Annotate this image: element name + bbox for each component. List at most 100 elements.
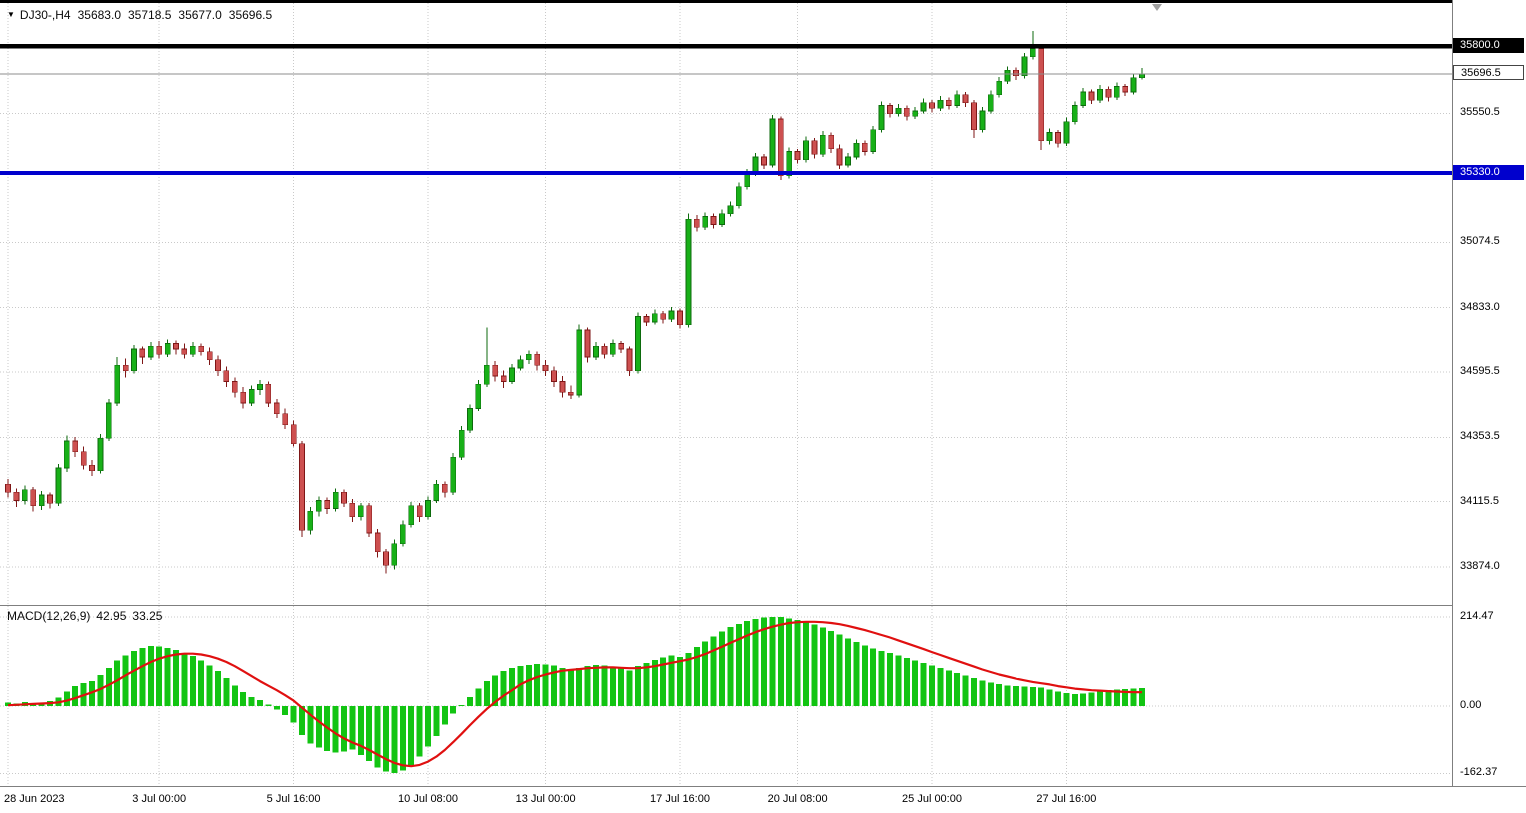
candle-body: [55, 467, 62, 504]
candle-body: [122, 364, 129, 371]
candle-body: [929, 102, 935, 109]
macd-histogram-bar: [920, 662, 927, 706]
price-level-label: 35330.0: [1453, 165, 1524, 181]
candle-body: [937, 99, 944, 109]
macd-histogram-bar: [1038, 687, 1045, 706]
macd-name: MACD(12,26,9): [7, 609, 91, 623]
macd-histogram-bar: [979, 680, 986, 706]
candle-body: [735, 186, 742, 206]
macd-histogram-bar: [945, 670, 952, 706]
candle-body: [181, 348, 188, 355]
candle-body: [47, 494, 53, 504]
candle-body: [979, 110, 986, 131]
candle-body: [265, 383, 272, 404]
macd-histogram-bar: [542, 664, 549, 706]
macd-histogram-bar: [231, 685, 238, 706]
candle-body: [315, 500, 322, 512]
candle-body: [105, 402, 112, 439]
candle-body: [786, 151, 793, 177]
candle-body: [618, 343, 625, 350]
macd-histogram-bar: [551, 665, 557, 706]
time-axis-tick: 13 Jul 00:00: [515, 793, 576, 805]
macd-histogram-bar: [584, 666, 591, 706]
candle-body: [861, 143, 868, 152]
macd-histogram-bar: [206, 665, 213, 706]
time-axis[interactable]: 28 Jun 2023 3 Jul 00:00 5 Jul 16:00 10 Jul …: [0, 786, 1526, 813]
price-level-label: 35800.0: [1453, 38, 1524, 53]
candle-body: [903, 107, 910, 117]
time-axis-tick: 5 Jul 16:00: [266, 793, 321, 805]
macd-histogram-bar: [794, 620, 801, 706]
candle-body: [719, 213, 725, 225]
macd-histogram-bar: [635, 666, 641, 706]
candle-body: [391, 543, 398, 566]
macd-histogram-bar: [307, 706, 314, 744]
candle-body: [1097, 88, 1103, 101]
macd-histogram-bar: [441, 706, 448, 725]
macd-histogram-bar: [63, 691, 70, 706]
candle-body: [357, 505, 364, 518]
candle-body: [677, 310, 683, 325]
panel-separator[interactable]: [0, 605, 1526, 606]
macd-histogram-bar: [693, 647, 700, 706]
macd-histogram-bar: [114, 660, 121, 706]
macd-histogram-bar: [1063, 693, 1070, 706]
macd-histogram-bar: [198, 660, 205, 706]
macd-histogram-bar: [727, 627, 734, 706]
candle-body: [450, 456, 457, 493]
macd-histogram-bar: [433, 706, 440, 736]
candle-body: [1130, 77, 1137, 93]
macd-histogram-bar: [744, 620, 751, 706]
macd-histogram-bar: [559, 667, 566, 706]
candle-body: [80, 451, 87, 466]
macd-histogram-bar: [315, 706, 322, 748]
macd-histogram-bar: [290, 706, 297, 723]
candle-body: [189, 345, 196, 355]
candle-body: [131, 348, 137, 371]
macd-histogram-bar: [803, 622, 809, 706]
candle-body: [425, 500, 431, 518]
macd-histogram-bar: [517, 666, 524, 706]
ohlc-toggle-icon[interactable]: ▼: [7, 10, 15, 19]
macd-histogram-bar: [609, 666, 616, 706]
candle-body: [13, 491, 20, 501]
candle-body: [962, 94, 969, 104]
macd-histogram-bar: [181, 652, 188, 706]
candle-body: [467, 408, 473, 431]
candle-body: [1080, 91, 1087, 106]
price-axis[interactable]: 35550.5 35074.5 34833.0 34595.5 34353.5 34115…: [1452, 0, 1526, 786]
time-axis-tick: 25 Jul 00:00: [902, 793, 962, 805]
macd-indicator-label: MACD(12,26,9) 42.95 33.25: [7, 609, 168, 623]
candle-body: [248, 389, 255, 404]
candle-body: [500, 375, 507, 382]
quote-low: 35677.0: [178, 8, 222, 22]
chart-shift-marker[interactable]: [1152, 4, 1162, 11]
candle-body: [794, 151, 801, 160]
candle-body: [1139, 73, 1145, 78]
macd-histogram-bar: [332, 706, 339, 753]
macd-histogram-bar: [962, 675, 969, 706]
macd-histogram-bar: [391, 706, 398, 774]
candle-body: [164, 343, 171, 355]
candle-body: [240, 391, 247, 404]
macd-histogram-bar: [273, 706, 280, 710]
candle-body: [1071, 105, 1078, 123]
candle-body: [895, 107, 902, 114]
candle-body: [509, 367, 515, 382]
macd-histogram-bar: [374, 706, 381, 768]
candle-body: [845, 156, 851, 166]
macd-histogram-bar: [954, 672, 961, 706]
macd-histogram-bar: [937, 667, 944, 706]
macd-histogram-bar: [1130, 688, 1137, 706]
macd-histogram-bar: [1105, 690, 1112, 706]
quote-high: 35718.5: [128, 8, 172, 22]
candle-body: [870, 129, 877, 152]
candle-body: [156, 345, 163, 355]
candle-body: [1021, 56, 1028, 77]
candle-body: [1004, 69, 1011, 82]
quote-open: 35683.0: [77, 8, 121, 22]
macd-histogram-bar: [483, 681, 490, 706]
macd-histogram-bar: [651, 659, 658, 706]
candle-body: [920, 102, 927, 112]
